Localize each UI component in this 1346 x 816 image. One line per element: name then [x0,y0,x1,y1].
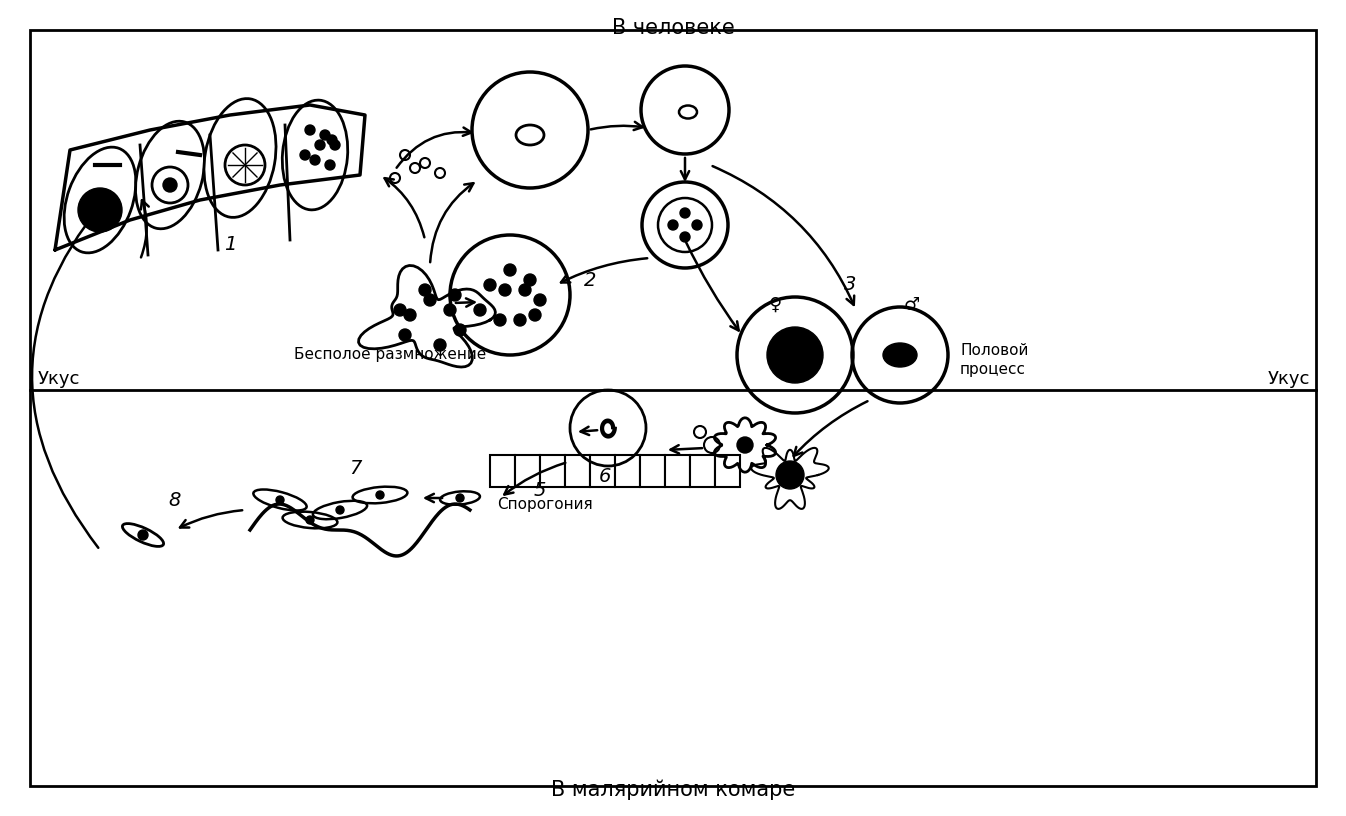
Circle shape [668,220,678,230]
Circle shape [503,264,516,276]
Text: 2: 2 [584,270,596,290]
Bar [715,455,740,487]
Text: Бесполое размножение: Бесполое размножение [293,348,486,362]
Circle shape [692,220,703,230]
Circle shape [404,309,416,321]
Circle shape [514,314,526,326]
Bar [590,455,615,487]
Circle shape [300,150,310,160]
Circle shape [306,516,314,524]
Text: Половой
процесс: Половой процесс [960,343,1028,377]
Circle shape [424,294,436,306]
Circle shape [78,188,122,232]
Text: В человеке: В человеке [611,18,735,38]
Circle shape [276,496,284,504]
Circle shape [529,309,541,321]
Polygon shape [358,265,495,367]
Circle shape [315,140,324,150]
Text: Укус: Укус [1268,370,1310,388]
Circle shape [433,339,446,351]
Text: 7: 7 [349,459,361,477]
Bar [690,455,715,487]
Circle shape [398,329,411,341]
Circle shape [306,125,315,135]
Circle shape [456,494,464,502]
Ellipse shape [283,100,347,210]
Circle shape [738,437,752,453]
Text: 1: 1 [223,236,236,255]
Polygon shape [715,418,775,472]
Circle shape [163,178,178,192]
Circle shape [419,284,431,296]
Circle shape [680,208,690,218]
Text: В малярийном комаре: В малярийном комаре [551,780,795,800]
Ellipse shape [136,122,205,228]
Text: 3: 3 [844,276,856,295]
Bar [490,455,516,487]
Bar [540,455,565,487]
Text: 8: 8 [168,490,182,509]
Circle shape [520,284,532,296]
Circle shape [474,304,486,316]
Circle shape [324,160,335,170]
Circle shape [485,279,495,291]
Circle shape [524,274,536,286]
Ellipse shape [65,147,136,253]
Bar [615,455,639,487]
Circle shape [336,506,345,514]
Text: Спорогония: Спорогония [497,498,592,512]
Circle shape [767,327,822,383]
Text: 5: 5 [534,481,546,499]
Polygon shape [751,448,829,509]
Text: 6: 6 [599,468,611,486]
Bar [639,455,665,487]
Circle shape [454,324,466,336]
Circle shape [310,155,320,165]
Text: Укус: Укус [38,370,81,388]
Circle shape [139,530,148,540]
Text: 4: 4 [724,455,736,474]
Circle shape [494,314,506,326]
Ellipse shape [883,343,917,367]
Circle shape [777,461,804,489]
Circle shape [394,304,406,316]
Circle shape [680,232,690,242]
Circle shape [450,289,460,301]
Circle shape [320,130,330,140]
Circle shape [330,140,341,150]
Circle shape [327,135,336,145]
Bar [565,455,590,487]
Circle shape [376,491,384,499]
Text: ♀: ♀ [769,296,781,314]
Bar [516,455,540,487]
Circle shape [499,284,511,296]
Ellipse shape [205,99,276,217]
Circle shape [534,294,546,306]
Bar [665,455,690,487]
Text: ♂: ♂ [905,296,921,314]
Circle shape [444,304,456,316]
